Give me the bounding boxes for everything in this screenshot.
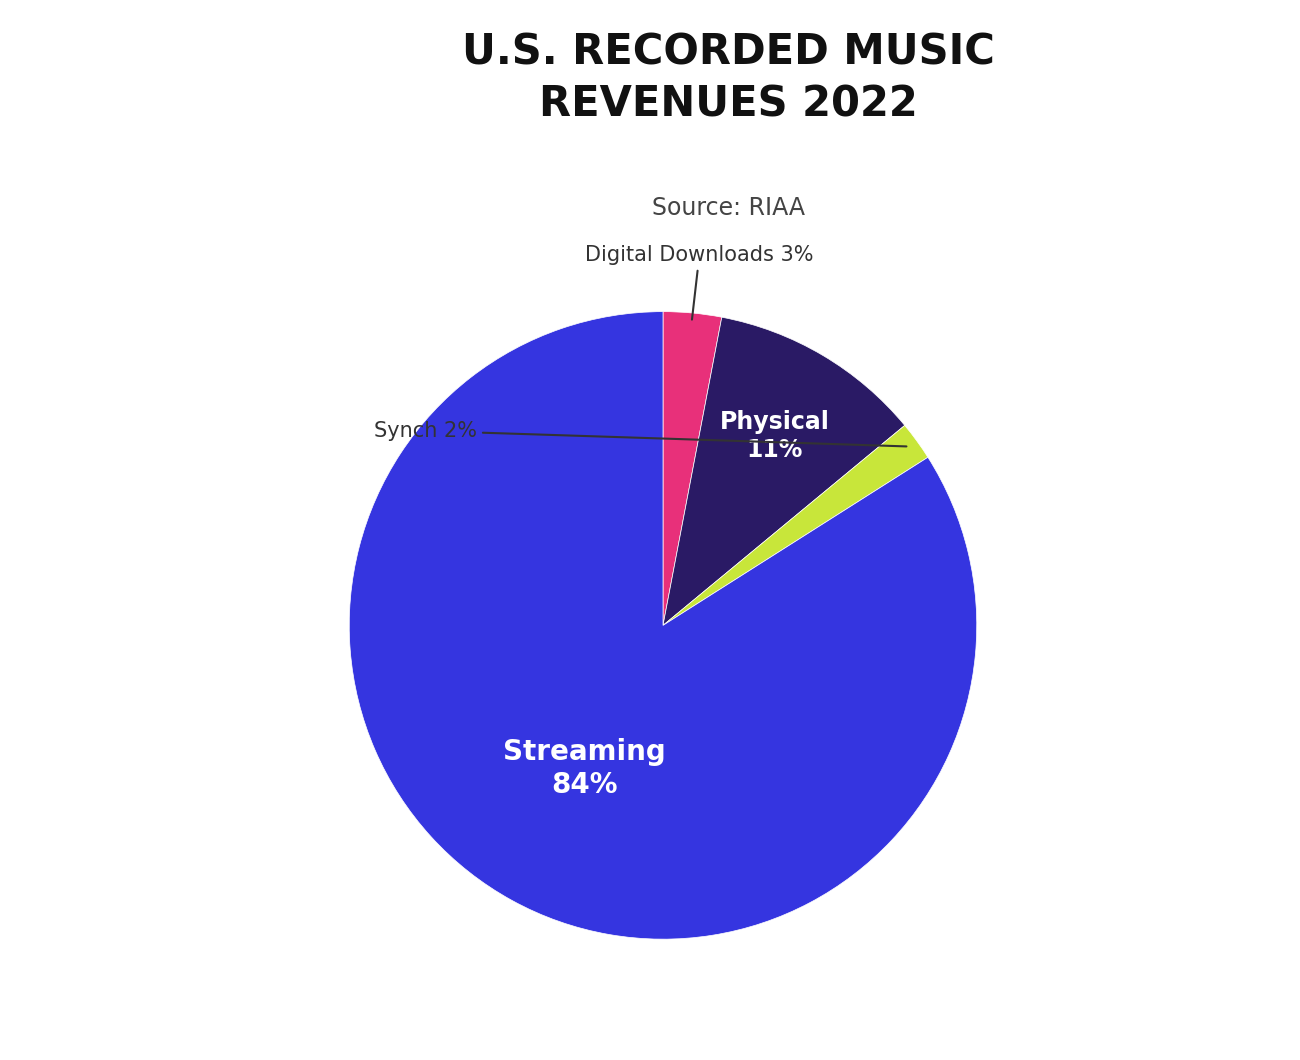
Text: FIGURE 2: FIGURE 2 — [48, 204, 72, 326]
Text: Physical
11%: Physical 11% — [720, 410, 829, 462]
Wedge shape — [350, 312, 976, 939]
Wedge shape — [663, 317, 905, 625]
Wedge shape — [663, 425, 928, 625]
Text: U.S. RECORDED MUSIC
REVENUES 2022: U.S. RECORDED MUSIC REVENUES 2022 — [462, 32, 994, 126]
Text: Digital Downloads 3%: Digital Downloads 3% — [585, 245, 814, 320]
Text: Streaming
84%: Streaming 84% — [503, 738, 666, 798]
Wedge shape — [663, 312, 722, 625]
Text: Source: RIAA: Source: RIAA — [651, 196, 805, 220]
Text: Synch 2%: Synch 2% — [374, 421, 906, 446]
